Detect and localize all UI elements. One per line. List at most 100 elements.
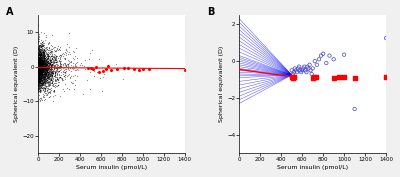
Point bbox=[35, 64, 41, 67]
Point bbox=[45, 61, 52, 63]
Point bbox=[36, 76, 42, 78]
Point bbox=[38, 60, 44, 63]
Point bbox=[46, 83, 53, 86]
Point bbox=[41, 60, 47, 62]
Point bbox=[44, 63, 50, 66]
Point bbox=[48, 59, 54, 62]
Point bbox=[36, 62, 43, 64]
Point bbox=[39, 59, 46, 62]
Point bbox=[36, 60, 43, 63]
Point bbox=[36, 87, 42, 90]
Point bbox=[52, 85, 58, 88]
Point bbox=[43, 66, 50, 69]
Point bbox=[46, 55, 52, 57]
Point bbox=[42, 90, 49, 92]
Point bbox=[56, 73, 62, 75]
Point bbox=[36, 62, 43, 65]
Point bbox=[47, 94, 54, 97]
Point bbox=[36, 70, 42, 73]
Point bbox=[49, 63, 56, 66]
Point bbox=[39, 61, 46, 64]
Point bbox=[131, 67, 138, 70]
Point bbox=[36, 64, 42, 67]
Point bbox=[44, 81, 50, 84]
Point bbox=[46, 60, 53, 62]
Point bbox=[37, 49, 43, 52]
Point bbox=[43, 68, 50, 71]
Point bbox=[50, 70, 56, 73]
Point bbox=[45, 61, 51, 64]
Point bbox=[35, 86, 42, 89]
Point bbox=[41, 59, 47, 62]
Point bbox=[35, 53, 42, 56]
Point bbox=[46, 68, 53, 71]
Point bbox=[35, 79, 42, 82]
Point bbox=[44, 56, 51, 59]
Point bbox=[36, 54, 43, 57]
Point bbox=[42, 67, 48, 70]
Point bbox=[38, 77, 44, 79]
Point bbox=[55, 78, 61, 81]
Point bbox=[91, 75, 97, 78]
Point bbox=[37, 50, 43, 53]
Point bbox=[36, 68, 42, 70]
Point bbox=[41, 58, 47, 61]
Point bbox=[37, 87, 43, 90]
Point bbox=[36, 63, 42, 66]
Point bbox=[43, 67, 49, 70]
Point bbox=[44, 57, 50, 60]
Point bbox=[45, 42, 52, 45]
Point bbox=[35, 45, 42, 48]
Point bbox=[38, 79, 44, 82]
Point bbox=[37, 52, 43, 55]
Point bbox=[67, 76, 73, 79]
Point bbox=[44, 63, 50, 66]
Point bbox=[38, 65, 45, 67]
Point bbox=[36, 70, 42, 73]
Point bbox=[35, 71, 41, 74]
Point bbox=[37, 83, 44, 86]
Point bbox=[36, 61, 43, 64]
Point bbox=[37, 70, 43, 72]
Point bbox=[40, 60, 46, 63]
Point bbox=[56, 62, 63, 65]
Point bbox=[40, 54, 47, 57]
Point bbox=[35, 68, 41, 71]
Point bbox=[44, 73, 50, 76]
Point bbox=[37, 72, 43, 75]
Point bbox=[36, 60, 42, 63]
Point bbox=[38, 55, 45, 58]
Point bbox=[38, 59, 45, 62]
Point bbox=[44, 85, 50, 87]
Point bbox=[36, 75, 42, 78]
Point bbox=[38, 67, 44, 69]
Point bbox=[36, 73, 43, 76]
Point bbox=[36, 59, 43, 62]
Point bbox=[44, 66, 50, 69]
Point bbox=[35, 57, 41, 60]
Point bbox=[43, 72, 50, 75]
Point bbox=[36, 82, 42, 85]
Point bbox=[63, 64, 70, 67]
Point bbox=[35, 83, 42, 86]
Point bbox=[36, 53, 42, 56]
Point bbox=[36, 69, 43, 72]
Point bbox=[40, 68, 46, 71]
Point bbox=[43, 71, 50, 74]
Point bbox=[38, 83, 44, 86]
Point bbox=[41, 48, 48, 51]
Point bbox=[36, 75, 42, 78]
Point bbox=[298, 71, 304, 74]
Point bbox=[37, 84, 44, 87]
Point bbox=[36, 71, 42, 74]
Point bbox=[42, 53, 48, 56]
Point bbox=[37, 68, 43, 71]
Point bbox=[41, 67, 48, 70]
Point bbox=[43, 62, 50, 65]
Point bbox=[66, 60, 72, 62]
Point bbox=[45, 66, 51, 69]
Point bbox=[35, 56, 41, 59]
Point bbox=[39, 65, 45, 68]
Point bbox=[41, 77, 48, 80]
Point bbox=[44, 72, 50, 75]
